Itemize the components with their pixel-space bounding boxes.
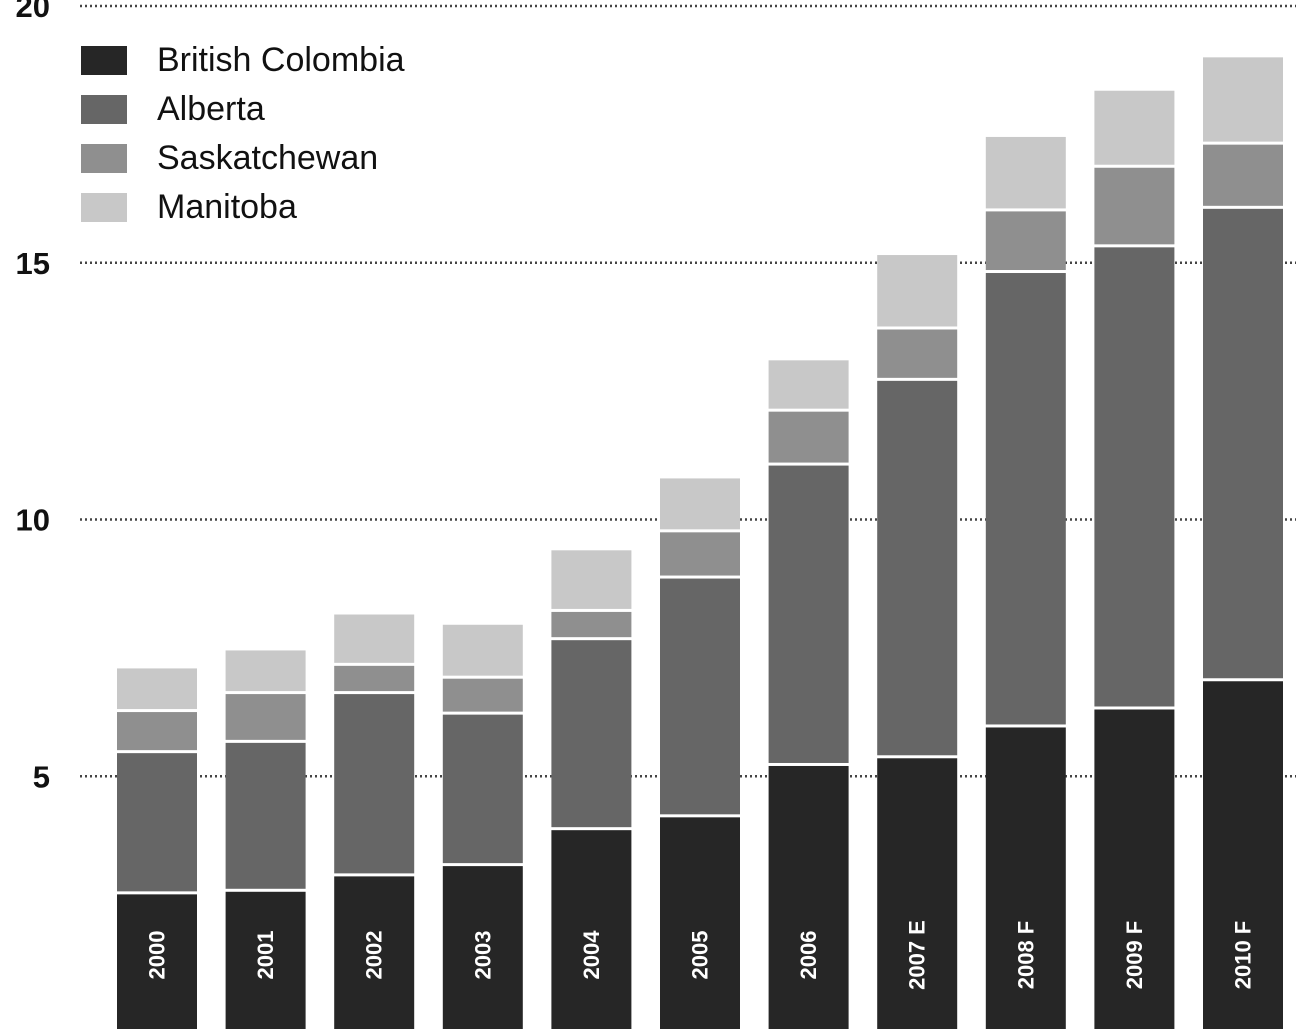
category-label: 2010 F bbox=[1231, 921, 1256, 990]
bar-segment-alberta bbox=[985, 273, 1066, 725]
category-label: 2007 E bbox=[905, 920, 930, 990]
bar-segment-saskatchewan bbox=[551, 611, 632, 638]
legend-label: British Colombia bbox=[157, 41, 405, 79]
bar-segment-alberta bbox=[551, 640, 632, 828]
bar-segment-british-colombia bbox=[1203, 681, 1283, 1029]
bar-segment-british-colombia bbox=[117, 894, 197, 1029]
bar-segment-manitoba bbox=[1094, 90, 1175, 165]
legend-swatch bbox=[81, 193, 127, 222]
bar-segment-saskatchewan bbox=[442, 678, 523, 712]
bar-segment-british-colombia bbox=[1094, 709, 1175, 1029]
bar-segment-british-colombia bbox=[985, 727, 1066, 1029]
bar-segment-manitoba bbox=[660, 478, 740, 530]
bar-segment-manitoba bbox=[551, 550, 632, 609]
bar-segment-saskatchewan bbox=[877, 329, 958, 378]
bar-segment-saskatchewan bbox=[334, 665, 415, 692]
bar-segment-british-colombia bbox=[660, 817, 740, 1029]
bar-segment-british-colombia bbox=[442, 866, 523, 1029]
legend-swatch bbox=[81, 95, 127, 124]
bar-segment-british-colombia bbox=[334, 876, 415, 1029]
bar-segment-saskatchewan bbox=[1203, 144, 1283, 206]
bar-segment-alberta bbox=[225, 742, 306, 889]
bars: 2000 2001 2002 2003 2004 2005 2006 2007 E 2008 F… bbox=[117, 57, 1283, 1029]
bar-segment-manitoba bbox=[334, 614, 415, 663]
category-label: 2001 bbox=[253, 931, 278, 980]
bar-segment-manitoba bbox=[117, 668, 197, 710]
y-tick-label: 10 bbox=[16, 503, 50, 538]
y-axis-ticks: 5 10 15 20 bbox=[16, 0, 50, 794]
bar-segment-saskatchewan bbox=[1094, 167, 1175, 245]
y-tick-label: 5 bbox=[33, 759, 50, 794]
bar-segment-alberta bbox=[1203, 208, 1283, 679]
bar-segment-alberta bbox=[1094, 247, 1175, 707]
bar-segment-alberta bbox=[117, 753, 197, 892]
y-tick-label: 20 bbox=[16, 0, 50, 24]
bar-segment-saskatchewan bbox=[985, 211, 1066, 271]
category-label: 2004 bbox=[579, 930, 604, 980]
bar-segment-manitoba bbox=[768, 360, 849, 409]
bar-segment-manitoba bbox=[225, 650, 306, 692]
legend-label: Alberta bbox=[157, 90, 265, 128]
category-label: 2005 bbox=[688, 931, 713, 980]
category-label: 2009 F bbox=[1122, 921, 1147, 990]
category-label: 2002 bbox=[362, 931, 387, 980]
legend-swatch bbox=[81, 46, 127, 75]
bar-segment-saskatchewan bbox=[117, 712, 197, 751]
bar-segment-alberta bbox=[442, 714, 523, 864]
category-label: 2000 bbox=[145, 931, 170, 980]
category-label: 2008 F bbox=[1013, 921, 1038, 990]
legend: British Colombia Alberta Saskatchewan Manit… bbox=[81, 41, 405, 226]
bar-segment-saskatchewan bbox=[768, 411, 849, 463]
bar-segment-manitoba bbox=[985, 136, 1066, 209]
category-label: 2006 bbox=[796, 931, 821, 980]
bar-segment-manitoba bbox=[877, 255, 958, 327]
legend-swatch bbox=[81, 144, 127, 173]
category-label: 2003 bbox=[470, 931, 495, 980]
legend-label: Saskatchewan bbox=[157, 139, 378, 177]
bar-segment-british-colombia bbox=[877, 758, 958, 1029]
bar-segment-saskatchewan bbox=[660, 532, 740, 576]
bar-segment-saskatchewan bbox=[225, 694, 306, 740]
bar-segment-british-colombia bbox=[225, 891, 306, 1029]
bar-segment-alberta bbox=[334, 694, 415, 874]
y-tick-label: 15 bbox=[16, 246, 50, 281]
bar-segment-alberta bbox=[660, 578, 740, 815]
bar-segment-manitoba bbox=[1203, 57, 1283, 142]
bar-segment-british-colombia bbox=[768, 765, 849, 1029]
bar-segment-british-colombia bbox=[551, 830, 632, 1029]
legend-label: Manitoba bbox=[157, 188, 297, 226]
bar-segment-alberta bbox=[768, 465, 849, 763]
bar-segment-manitoba bbox=[442, 624, 523, 676]
bar-segment-alberta bbox=[877, 380, 958, 756]
